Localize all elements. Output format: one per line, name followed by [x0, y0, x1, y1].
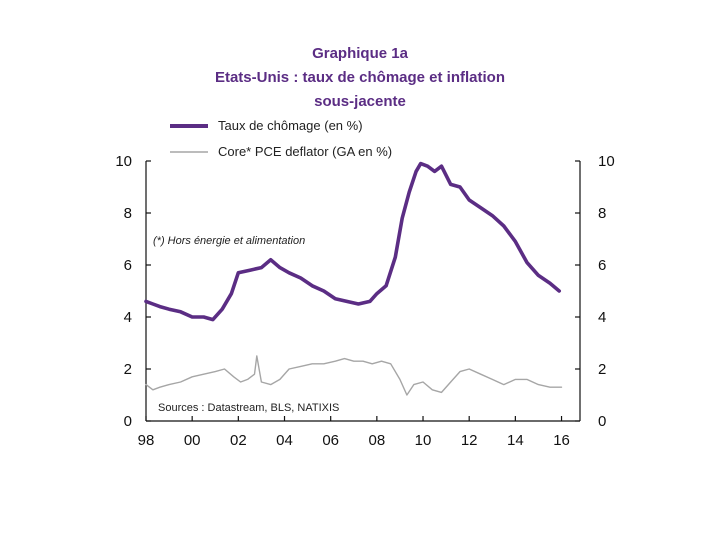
y-tick-label-left: 2 [124, 361, 132, 378]
y-tick-label-right: 6 [598, 257, 606, 274]
chart-note: (*) Hors énergie et alimentation [153, 235, 305, 247]
x-tick-label: 02 [230, 432, 247, 449]
x-tick-label: 16 [553, 432, 570, 449]
x-tick-label: 10 [415, 432, 432, 449]
x-tick-label: 06 [322, 432, 339, 449]
y-tick-label-right: 8 [598, 205, 606, 222]
series-layer [144, 161, 563, 396]
y-tick-label-right: 0 [598, 413, 606, 430]
legend-label-core-pce: Core* PCE deflator (GA en %) [218, 144, 392, 159]
chart-title-line-1: Graphique 1a [312, 45, 409, 62]
x-tick-label: 12 [461, 432, 478, 449]
y-tick-label-left: 8 [124, 205, 132, 222]
chart-title-line-3: sous-jacente [314, 93, 406, 110]
x-tick-label: 14 [507, 432, 524, 449]
series-line-unemployment [144, 161, 562, 322]
legend: Taux de chômage (en %) Core* PCE deflato… [170, 118, 392, 159]
x-tick-label: 04 [276, 432, 293, 449]
series-line-core-pce [145, 355, 563, 396]
x-tick-label: 00 [184, 432, 201, 449]
x-tick-label: 08 [369, 432, 386, 449]
chart-source: Sources : Datastream, BLS, NATIXIS [158, 402, 339, 414]
y-tick-label-left: 4 [124, 309, 132, 326]
y-tick-label-left: 0 [124, 413, 132, 430]
y-tick-label-right: 10 [598, 153, 615, 170]
y-tick-label-left: 10 [115, 153, 132, 170]
y-tick-label-right: 4 [598, 309, 606, 326]
x-tick-label: 98 [138, 432, 155, 449]
y-tick-label-left: 6 [124, 257, 132, 274]
legend-label-unemployment: Taux de chômage (en %) [218, 118, 363, 133]
chart-title-line-2: Etats-Unis : taux de chômage et inflatio… [215, 69, 505, 86]
y-tick-label-right: 2 [598, 361, 606, 378]
